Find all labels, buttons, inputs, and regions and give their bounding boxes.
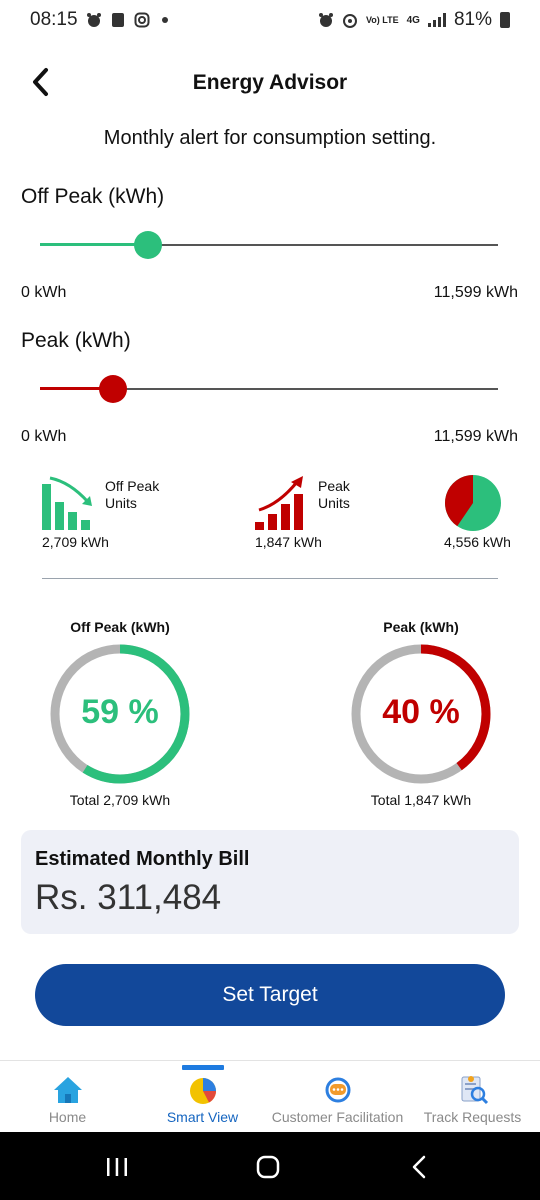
chart-down-icon [42,476,92,530]
peak-ring-label: Peak (kWh) [383,619,459,635]
tab-label: Smart View [166,1109,239,1125]
off-peak-units-value: 2,709 kWh [42,534,109,550]
sim-icon [111,13,124,27]
back-arrow-icon[interactable] [26,65,60,99]
off-peak-slider-label: Off Peak (kWh) [21,185,165,208]
tab-track-requests[interactable]: Track Requests [405,1061,540,1133]
status-time: 08:15 [30,9,78,30]
pie-chart-icon [189,1078,216,1104]
volte-indicator: Vo) LTE [365,14,399,25]
status-bar: 08:15 Vo) LTE 4G 81% [0,0,540,40]
peak-percent: 40 % [382,693,460,731]
off-peak-min-label: 0 kWh [21,284,67,301]
peak-progress-ring [351,644,491,784]
slider-track-fill [40,387,114,390]
tab-label: Home [48,1109,87,1125]
off-peak-percent: 59 % [81,693,159,731]
tab-customer-facilitation[interactable]: Customer Facilitation [270,1061,405,1133]
system-nav-bar [0,1132,540,1200]
off-peak-slider[interactable] [40,230,498,260]
alarm-icon-right [318,13,333,27]
chart-up-icon [255,476,303,530]
bill-title: Estimated Monthly Bill [35,848,250,870]
battery-percent: 81% [453,9,492,30]
peak-min-label: 0 kWh [21,428,67,445]
peak-slider[interactable] [40,374,498,404]
bill-value: Rs. 311,484 [35,878,222,917]
battery-icon [500,12,510,28]
slider-track [40,388,498,390]
home-nav-icon[interactable] [253,1152,283,1182]
home-icon [53,1077,82,1103]
slider-thumb[interactable] [99,375,128,403]
off-peak-units-title: Off Peak Units [105,478,160,511]
alarm-icon [86,13,101,27]
track-search-icon [461,1076,488,1105]
slider-thumb[interactable] [133,231,162,259]
pie-slice-peak [445,475,473,527]
off-peak-max-label: 11,599 kWh [433,284,518,301]
slider-track [40,244,498,246]
instagram-icon [134,12,150,28]
tab-label: Track Requests [423,1109,522,1125]
tab-home[interactable]: Home [0,1061,135,1133]
peak-units-value: 1,847 kWh [255,534,322,550]
support-chat-icon [325,1077,350,1103]
peak-slider-label: Peak (kWh) [21,329,131,352]
pie-icon [445,475,501,531]
hotspot-icon [342,14,357,28]
set-target-button[interactable]: Set Target [35,964,505,1026]
estimated-bill-card: Estimated Monthly Bill Rs. 311,484 [21,830,519,934]
page-subtitle: Monthly alert for consumption setting. [103,127,437,149]
peak-total: Total 1,847 kWh [370,792,472,808]
page-title: Energy Advisor [192,71,348,94]
tab-smart-view[interactable]: Smart View [135,1061,270,1133]
total-units-value: 4,556 kWh [444,534,511,550]
network-type: 4G [406,14,420,26]
off-peak-total: Total 2,709 kWh [69,792,171,808]
signal-icon [427,13,446,27]
peak-max-label: 11,599 kWh [433,428,518,445]
active-tab-indicator [181,1065,224,1070]
off-peak-progress-ring [50,644,190,784]
section-divider [42,578,498,579]
back-nav-icon[interactable] [405,1152,435,1182]
slider-track-fill [40,243,148,246]
bottom-tab-bar: Home Smart View Customer Facilitation Tr… [0,1060,540,1132]
tab-label: Customer Facilitation [271,1109,404,1125]
recent-apps-icon[interactable] [102,1152,132,1182]
peak-units-title: Peak Units [318,478,350,511]
notification-dot [161,17,168,23]
off-peak-ring-label: Off Peak (kWh) [70,619,170,635]
app-header: Energy Advisor [0,55,540,111]
